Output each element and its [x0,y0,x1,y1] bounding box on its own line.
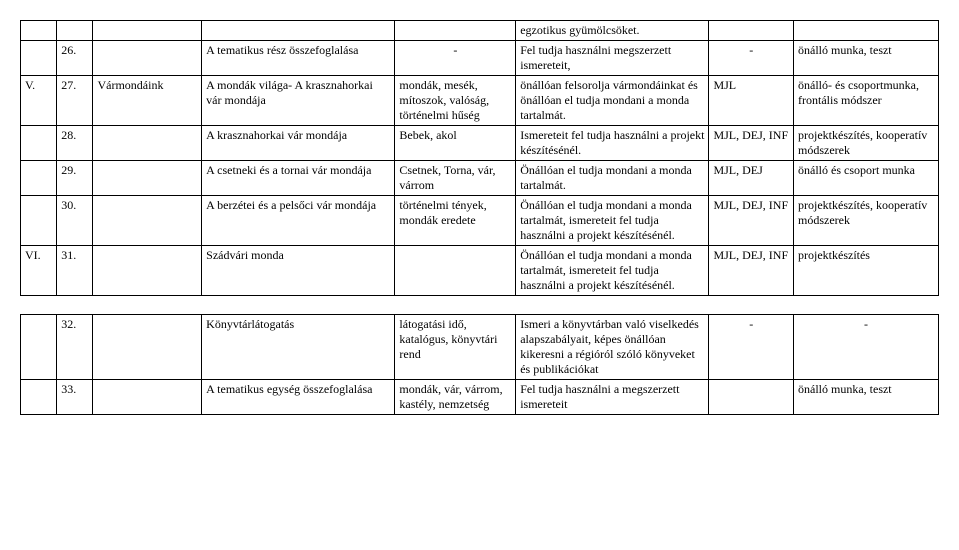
table-cell [21,41,57,76]
table-cell: Vármondáink [93,76,202,126]
table-cell [93,196,202,246]
table-cell: 32. [57,315,93,380]
table-cell: Ismereteit fel tudja használni a projekt… [516,126,709,161]
table-cell [395,246,516,296]
table-cell: MJL, DEJ, INF [709,246,794,296]
table-cell [93,126,202,161]
table-cell: projektkészítés [794,246,939,296]
table-cell: MJL, DEJ, INF [709,196,794,246]
table-row: 33. A tematikus egység összefoglalásamond… [21,380,939,415]
table-cell: VI. [21,246,57,296]
table-row: VI.31. Szádvári monda Önállóan el tudja mo… [21,246,939,296]
table-row: 32. Könyvtárlátogatáslátogatási idő, kata… [21,315,939,380]
table-cell [709,380,794,415]
table-cell [93,21,202,41]
table-row: 28. A krasznahorkai vár mondájaBebek, ako… [21,126,939,161]
table-cell: Szádvári monda [202,246,395,296]
table-cell: A berzétei és a pelsőci vár mondája [202,196,395,246]
table-cell: Fel tudja használni a megszerzett ismere… [516,380,709,415]
table-row: 29. A csetneki és a tornai vár mondájaCse… [21,161,939,196]
table-cell: A mondák világa- A krasznahorkai vár mon… [202,76,395,126]
table-cell: - [709,315,794,380]
table-cell: 29. [57,161,93,196]
table-cell: önálló- és csoportmunka, frontális módsz… [794,76,939,126]
table-cell [93,380,202,415]
table-cell: - [794,315,939,380]
table-cell [21,126,57,161]
table-cell: - [709,41,794,76]
table-cell: Csetnek, Torna, vár, várrom [395,161,516,196]
table-cell: MJL [709,76,794,126]
table-cell: önállóan felsorolja vármondáinkat és öná… [516,76,709,126]
table-cell: 28. [57,126,93,161]
table-row: 30. A berzétei és a pelsőci vár mondájatö… [21,196,939,246]
table-cell: A krasznahorkai vár mondája [202,126,395,161]
table-cell: A tematikus egység összefoglalása [202,380,395,415]
table-cell [21,196,57,246]
spacer-row [21,296,939,315]
table-row: V.27.VármondáinkA mondák világa- A krasz… [21,76,939,126]
table-cell: Könyvtárlátogatás [202,315,395,380]
table-cell: MJL, DEJ, INF [709,126,794,161]
table-cell: mondák, vár, várrom, kastély, nemzetség [395,380,516,415]
table-cell [93,41,202,76]
table-cell [57,21,93,41]
table-cell: 26. [57,41,93,76]
table-cell: 27. [57,76,93,126]
table-cell [93,246,202,296]
table-cell: egzotikus gyümölcsöket. [516,21,709,41]
table-cell: A tematikus rész összefoglalása [202,41,395,76]
table-cell: - [395,41,516,76]
table-cell: Ismeri a könyvtárban való viselkedés ala… [516,315,709,380]
table-cell: 31. [57,246,93,296]
table-cell: 33. [57,380,93,415]
table-cell: önálló munka, teszt [794,380,939,415]
table-cell [21,315,57,380]
table-cell [794,21,939,41]
table-cell [21,21,57,41]
table-cell [21,161,57,196]
table-cell: A csetneki és a tornai vár mondája [202,161,395,196]
table-cell [709,21,794,41]
table-cell [395,21,516,41]
table-cell: mondák, mesék, mítoszok, valóság, történ… [395,76,516,126]
table-cell: önálló munka, teszt [794,41,939,76]
table-cell: V. [21,76,57,126]
table-cell [93,161,202,196]
table-cell: Önállóan el tudja mondani a monda tartal… [516,196,709,246]
table-cell [21,380,57,415]
table-cell: projektkészítés, kooperatív módszerek [794,126,939,161]
table-cell: történelmi tények, mondák eredete [395,196,516,246]
table-cell: Önállóan el tudja mondani a monda tartal… [516,161,709,196]
table-row: egzotikus gyümölcsöket. [21,21,939,41]
table-cell: Bebek, akol [395,126,516,161]
table-cell [202,21,395,41]
table-cell: projektkészítés, kooperatív módszerek [794,196,939,246]
table-cell: Önállóan el tudja mondani a monda tartal… [516,246,709,296]
table-cell: MJL, DEJ [709,161,794,196]
curriculum-table: egzotikus gyümölcsöket. 26. A tematikus ré… [20,20,939,415]
table-cell [93,315,202,380]
table-row: 26.A tematikus rész összefoglalása-Fel t… [21,41,939,76]
table-cell: önálló és csoport munka [794,161,939,196]
table-cell: Fel tudja használni megszerzett ismerete… [516,41,709,76]
table-cell: látogatási idő, katalógus, könyvtári ren… [395,315,516,380]
table-cell: 30. [57,196,93,246]
